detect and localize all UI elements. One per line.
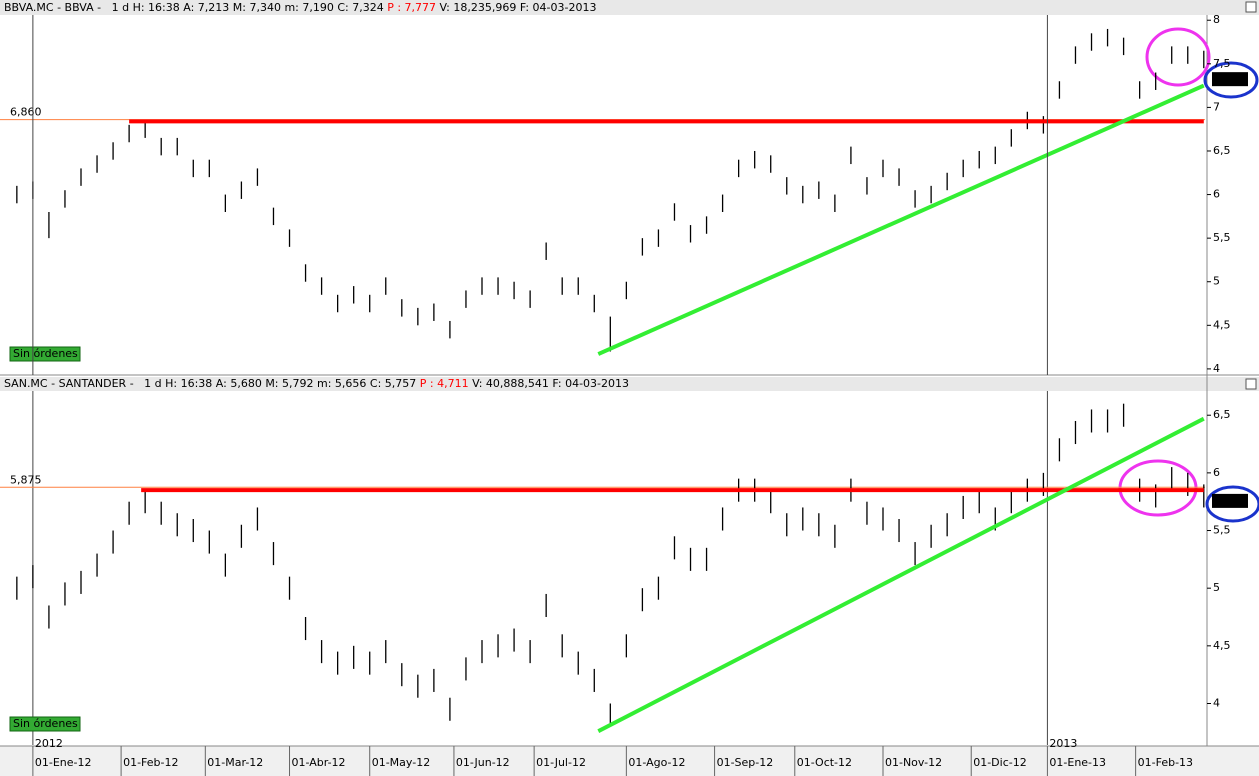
year-label: 2012 — [35, 737, 63, 750]
header-text: SAN.MC - SANTANDER - 1 d H: 16:38 A: 5,6… — [4, 377, 420, 390]
y-tick-label: 7 — [1213, 100, 1220, 113]
x-tick-label: 01-Sep-12 — [717, 756, 774, 769]
panel-header: BBVA.MC - BBVA - 1 d H: 16:38 A: 7,213 M… — [4, 1, 596, 14]
y-tick-label: 7,5 — [1213, 57, 1231, 70]
level-label: 5,875 — [10, 473, 42, 486]
y-tick-label: 4 — [1213, 362, 1220, 375]
orders-button-label[interactable]: Sin órdenes — [13, 717, 78, 730]
x-tick-label: 01-Ago-12 — [628, 756, 685, 769]
y-tick-label: 5,5 — [1213, 231, 1231, 244]
x-tick-label: 01-Ene-13 — [1049, 756, 1106, 769]
annotation-line — [597, 416, 1205, 733]
y-tick-label: 5 — [1213, 275, 1220, 288]
x-tick-label: 01-Dic-12 — [973, 756, 1027, 769]
x-tick-label: 01-Jun-12 — [456, 756, 510, 769]
y-tick-label: 6 — [1213, 188, 1220, 201]
highlight-circle — [1145, 27, 1211, 87]
header-text: V: 40,888,541 F: 04-03-2013 — [469, 377, 629, 390]
header-bar — [0, 0, 1259, 15]
x-tick-label: 01-Nov-12 — [885, 756, 942, 769]
x-tick-label: 01-Ene-12 — [35, 756, 92, 769]
y-tick-label: 6 — [1213, 466, 1220, 479]
orders-button[interactable] — [9, 716, 81, 732]
annotation-line — [597, 83, 1205, 356]
level-label: 6,860 — [10, 106, 42, 119]
maximize-button[interactable] — [1245, 1, 1257, 13]
x-tick-label: 01-May-12 — [372, 756, 430, 769]
maximize-button[interactable] — [1245, 378, 1257, 390]
year-label: 2013 — [1049, 737, 1077, 750]
y-tick-label: 4,5 — [1213, 639, 1231, 652]
panel-header: SAN.MC - SANTANDER - 1 d H: 16:38 A: 5,6… — [4, 377, 629, 390]
y-tick-label: 8 — [1213, 13, 1220, 26]
y-tick-label: 4,5 — [1213, 318, 1231, 331]
x-axis-area — [0, 746, 1259, 776]
header-text: BBVA.MC - BBVA - 1 d H: 16:38 A: 7,213 M… — [4, 1, 387, 14]
orders-button[interactable] — [9, 346, 81, 362]
y-tick-label: 5 — [1213, 581, 1220, 594]
y-tick-label: 6,5 — [1213, 408, 1231, 421]
header-bar — [0, 377, 1259, 391]
highlight-circle — [1205, 485, 1259, 523]
header-text: P : 4,711 — [420, 377, 469, 390]
header-text: V: 18,235,969 F: 04-03-2013 — [436, 1, 596, 14]
last-price-label: 5,757 — [1214, 494, 1246, 507]
header-text: P : 7,777 — [387, 1, 436, 14]
highlight-circle — [1118, 459, 1198, 517]
x-tick-label: 01-Feb-12 — [123, 756, 178, 769]
last-price-box — [1212, 493, 1248, 508]
x-tick-label: 01-Jul-12 — [536, 756, 586, 769]
y-tick-label: 6,5 — [1213, 144, 1231, 157]
y-tick-label: 5,5 — [1213, 524, 1231, 537]
x-tick-label: 01-Oct-12 — [797, 756, 852, 769]
last-price-label: 7,324 — [1214, 72, 1246, 85]
x-tick-label: 01-Mar-12 — [207, 756, 263, 769]
highlight-circle — [1203, 61, 1259, 99]
orders-button-label[interactable]: Sin órdenes — [13, 347, 78, 360]
x-tick-label: 01-Feb-13 — [1138, 756, 1193, 769]
last-price-box — [1212, 72, 1248, 87]
x-tick-label: 01-Abr-12 — [292, 756, 346, 769]
y-tick-label: 4 — [1213, 696, 1220, 709]
